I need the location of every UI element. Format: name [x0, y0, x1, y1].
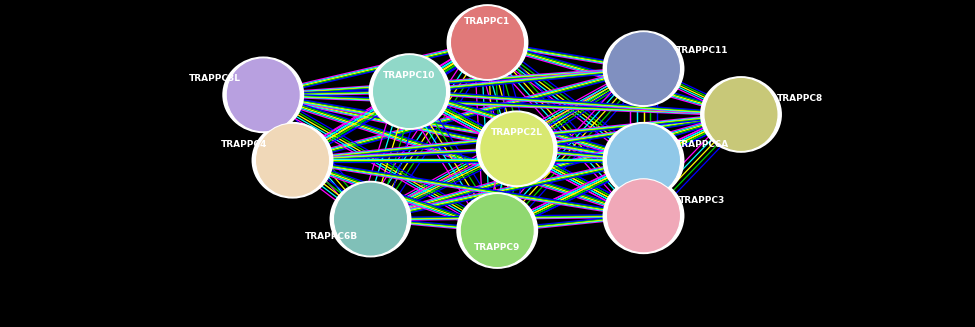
Ellipse shape	[330, 181, 411, 257]
Ellipse shape	[255, 123, 330, 197]
Ellipse shape	[252, 122, 333, 198]
Ellipse shape	[333, 182, 408, 256]
Ellipse shape	[226, 58, 300, 132]
Ellipse shape	[222, 57, 304, 133]
Ellipse shape	[606, 32, 681, 106]
Ellipse shape	[603, 30, 684, 107]
Ellipse shape	[447, 4, 528, 81]
Ellipse shape	[704, 77, 778, 151]
Ellipse shape	[450, 6, 525, 79]
Ellipse shape	[603, 178, 684, 254]
Text: TRAPPC10: TRAPPC10	[383, 71, 436, 80]
Text: TRAPPC2L: TRAPPC2L	[490, 128, 543, 137]
Text: TRAPPC3L: TRAPPC3L	[188, 74, 241, 83]
Ellipse shape	[369, 53, 450, 130]
Text: TRAPPC11: TRAPPC11	[676, 46, 728, 55]
Ellipse shape	[480, 112, 554, 186]
Ellipse shape	[476, 111, 558, 187]
Ellipse shape	[456, 192, 538, 269]
Text: TRAPPC9: TRAPPC9	[474, 243, 521, 252]
Ellipse shape	[606, 179, 681, 253]
Text: TRAPPC6A: TRAPPC6A	[676, 140, 728, 149]
Ellipse shape	[372, 55, 447, 129]
Text: TRAPPC1: TRAPPC1	[464, 17, 511, 26]
Ellipse shape	[460, 194, 534, 267]
Text: TRAPPC3: TRAPPC3	[679, 196, 725, 205]
Text: TRAPPC4: TRAPPC4	[220, 140, 267, 149]
Ellipse shape	[700, 76, 782, 153]
Text: TRAPPC8: TRAPPC8	[776, 94, 823, 103]
Text: TRAPPC6B: TRAPPC6B	[305, 232, 358, 241]
Ellipse shape	[603, 122, 684, 198]
Ellipse shape	[606, 123, 681, 197]
